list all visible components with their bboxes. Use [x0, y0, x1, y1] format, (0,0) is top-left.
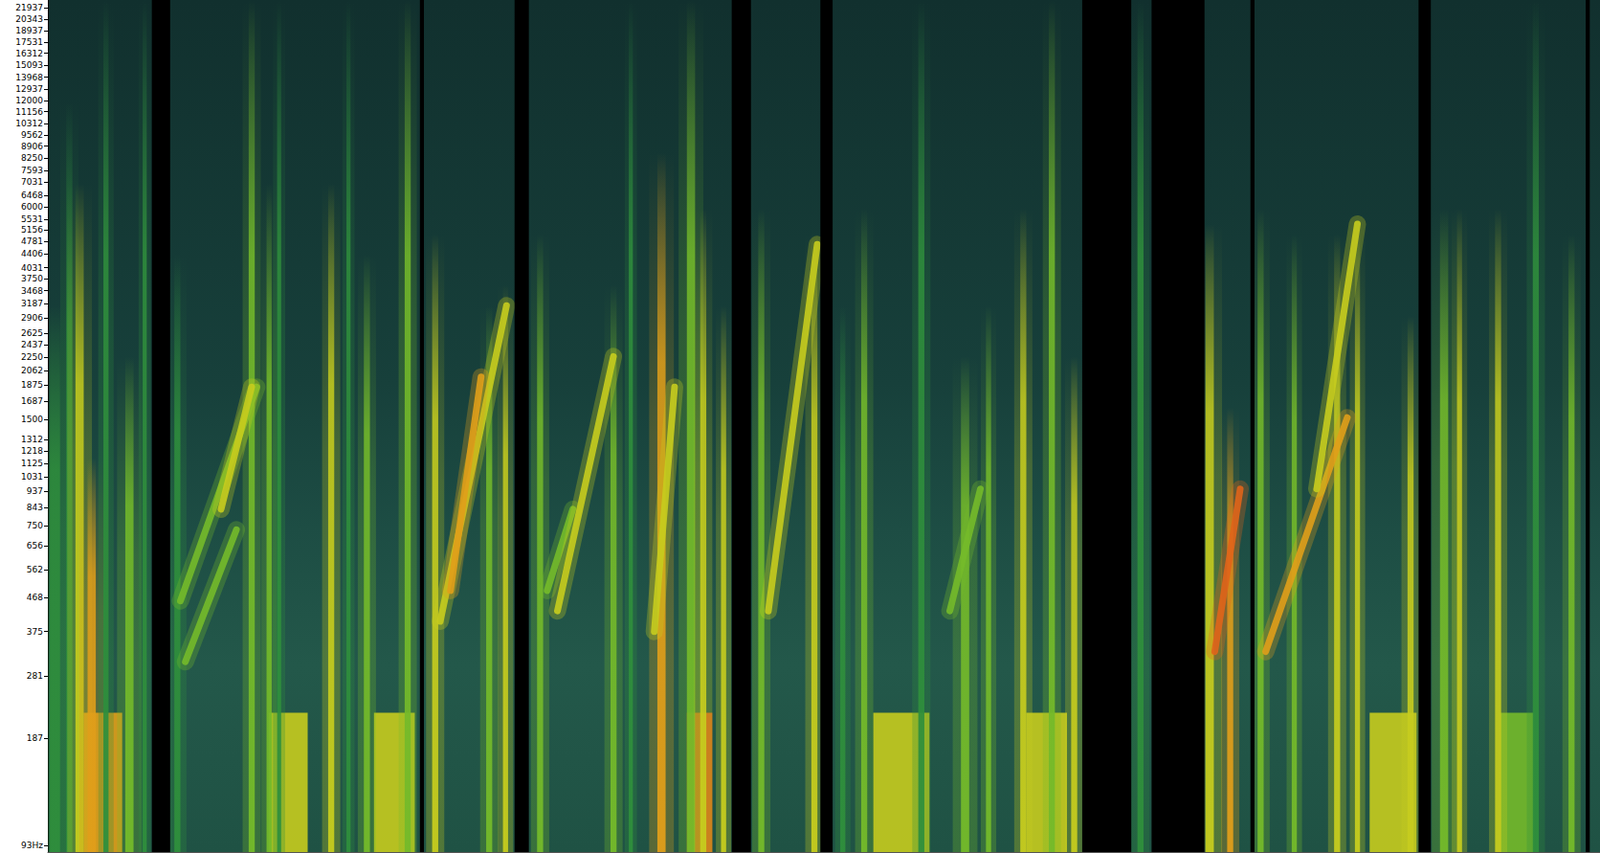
svg-text:4031: 4031	[21, 263, 44, 273]
svg-text:7593: 7593	[21, 165, 44, 176]
svg-text:21937: 21937	[15, 2, 44, 13]
svg-text:1218: 1218	[21, 445, 44, 456]
svg-text:5156: 5156	[21, 224, 44, 235]
svg-text:20343: 20343	[15, 14, 44, 24]
svg-text:750: 750	[26, 520, 44, 531]
svg-text:7031: 7031	[21, 177, 44, 187]
svg-text:11156: 11156	[15, 107, 44, 117]
svg-text:1125: 1125	[21, 458, 44, 468]
svg-text:6468: 6468	[21, 190, 44, 200]
svg-text:3468: 3468	[21, 286, 44, 296]
svg-text:1031: 1031	[21, 471, 44, 482]
svg-text:93Hz: 93Hz	[21, 840, 44, 850]
svg-text:17531: 17531	[15, 37, 44, 47]
svg-text:6000: 6000	[21, 201, 44, 212]
svg-text:1500: 1500	[21, 414, 44, 424]
svg-text:3750: 3750	[21, 273, 44, 284]
svg-text:1875: 1875	[21, 379, 44, 390]
svg-text:2062: 2062	[21, 365, 44, 376]
svg-text:187: 187	[26, 733, 44, 743]
svg-text:1312: 1312	[21, 434, 44, 445]
svg-text:8250: 8250	[21, 153, 44, 163]
svg-text:8906: 8906	[21, 141, 44, 152]
svg-text:12000: 12000	[15, 95, 44, 106]
svg-text:4781: 4781	[21, 236, 44, 246]
svg-text:843: 843	[26, 502, 44, 512]
svg-text:2906: 2906	[21, 312, 44, 323]
svg-text:937: 937	[26, 486, 44, 496]
svg-text:3187: 3187	[21, 298, 44, 309]
svg-text:375: 375	[26, 626, 44, 637]
svg-text:9562: 9562	[21, 130, 44, 140]
svg-text:281: 281	[26, 670, 44, 681]
svg-text:10312: 10312	[15, 118, 44, 129]
svg-text:2437: 2437	[21, 339, 44, 350]
svg-text:2625: 2625	[21, 328, 44, 338]
svg-text:1687: 1687	[21, 396, 44, 406]
svg-text:12937: 12937	[15, 84, 44, 94]
svg-text:468: 468	[26, 592, 44, 602]
svg-text:562: 562	[26, 564, 44, 575]
svg-text:15093: 15093	[15, 60, 44, 70]
svg-text:13968: 13968	[15, 72, 44, 83]
svg-text:5531: 5531	[21, 214, 44, 224]
svg-text:656: 656	[26, 540, 44, 551]
svg-text:4406: 4406	[21, 248, 44, 259]
svg-text:16312: 16312	[15, 48, 44, 59]
svg-text:18937: 18937	[15, 25, 44, 36]
svg-text:2250: 2250	[21, 352, 44, 362]
